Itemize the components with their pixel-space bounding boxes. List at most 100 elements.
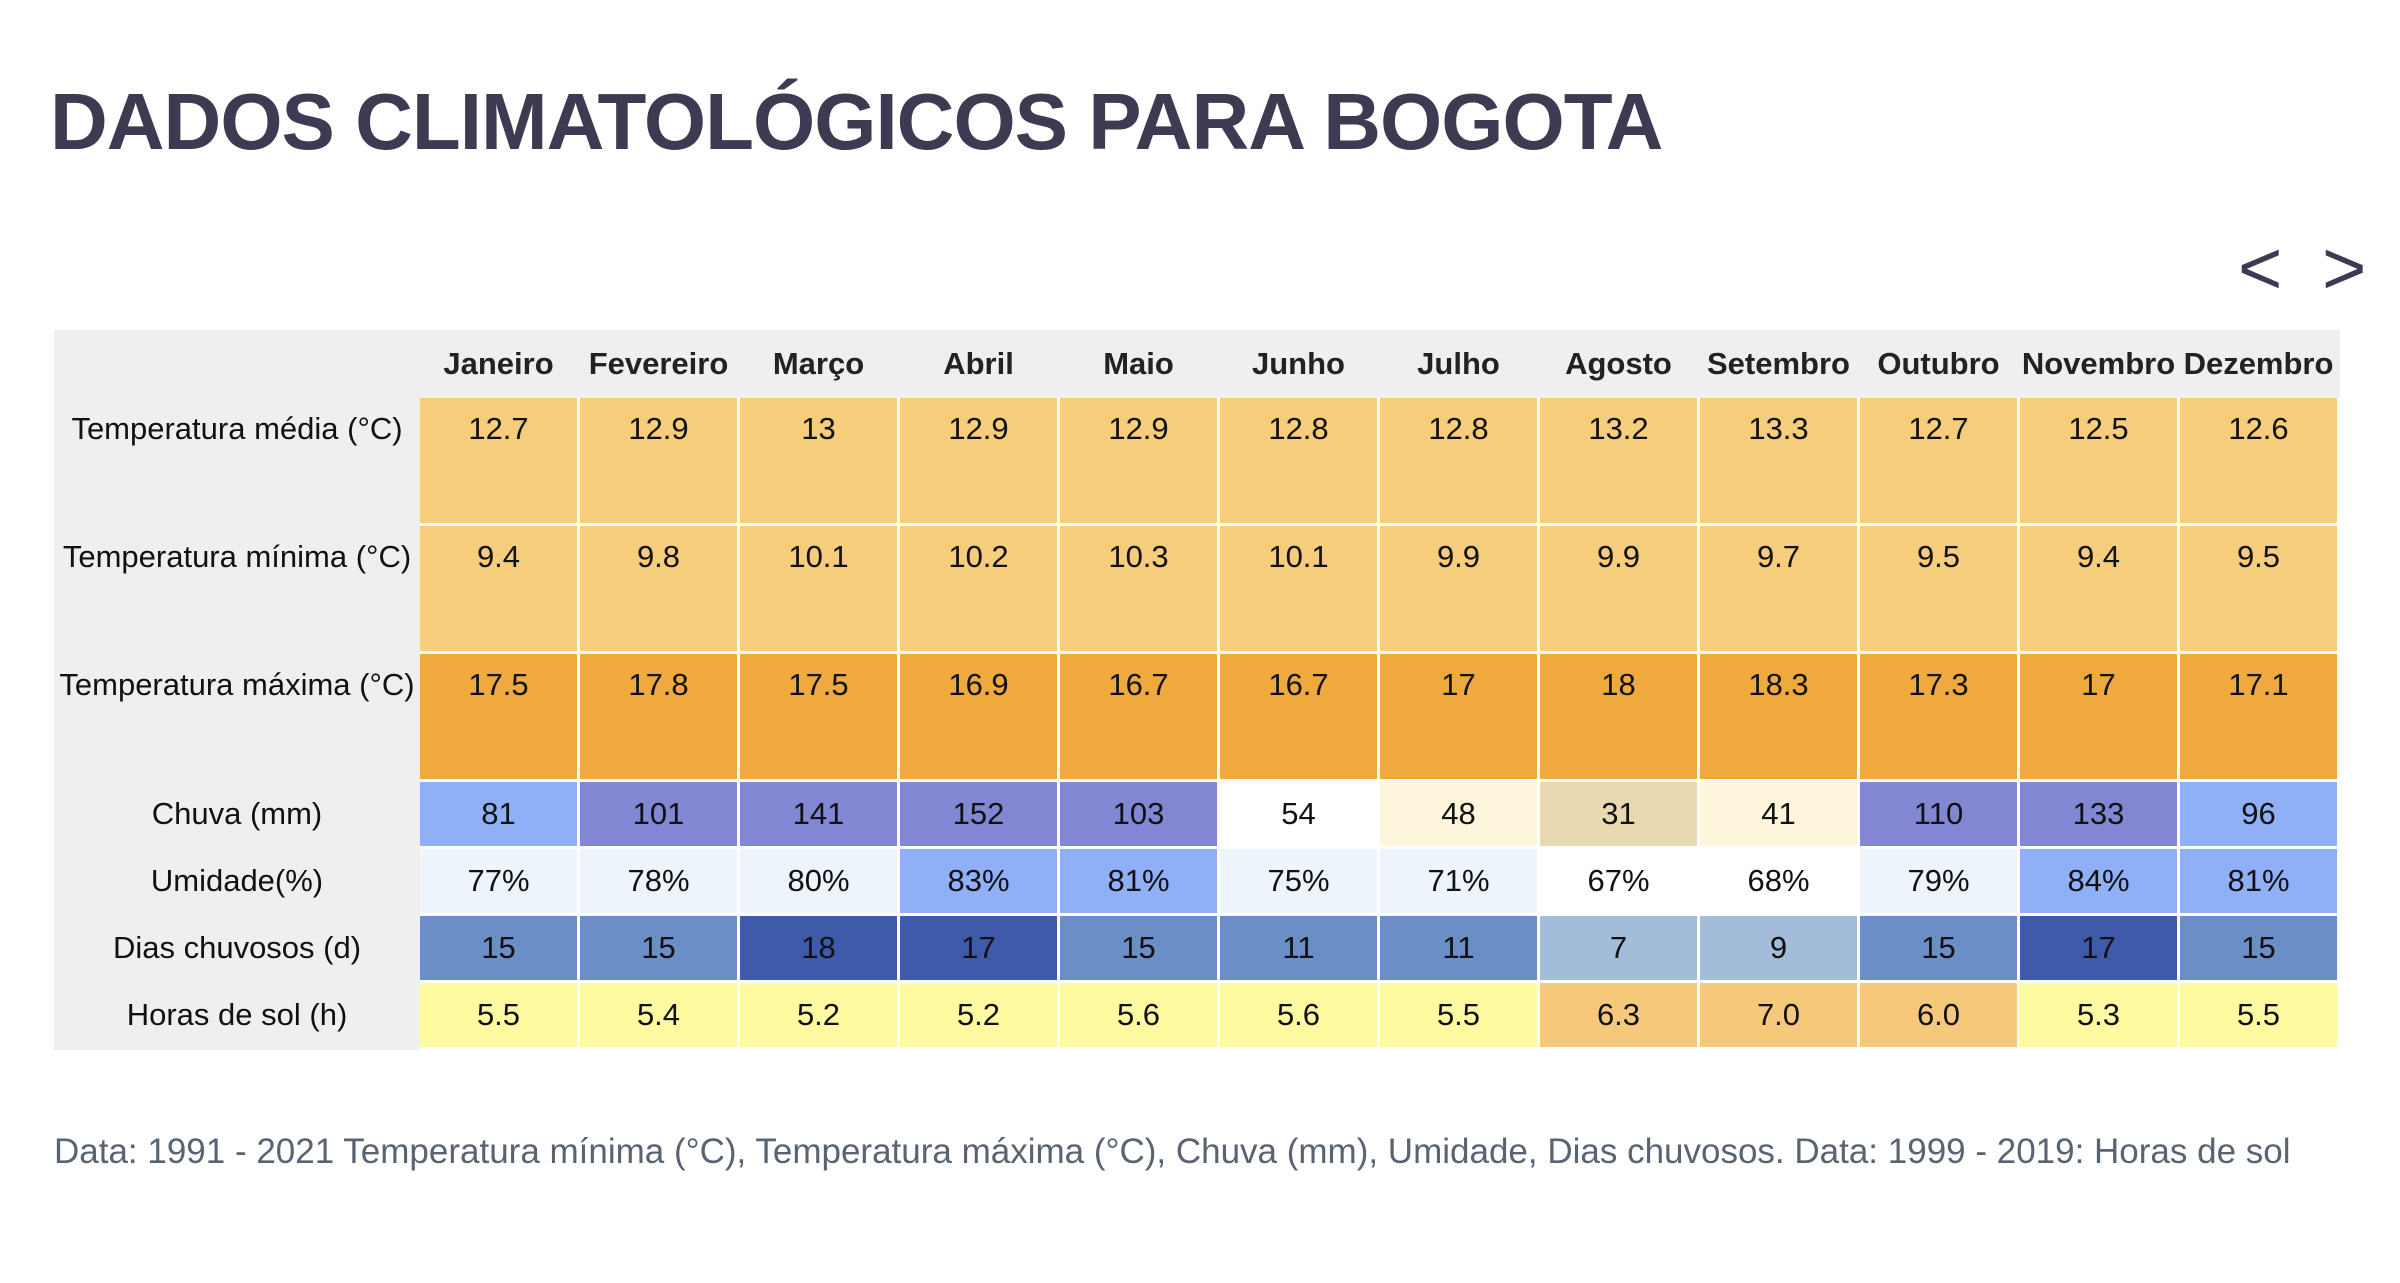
data-cell: 6.0 [1857, 980, 2020, 1050]
data-cell: 18 [737, 913, 900, 983]
row-label: Chuva (mm) [54, 779, 420, 849]
data-cell: 81% [2177, 846, 2340, 916]
data-cell: 9.9 [1377, 523, 1540, 654]
data-cell: 5.5 [2177, 980, 2340, 1050]
column-header: Novembro [2017, 330, 2180, 398]
data-cell: 17 [2017, 913, 2180, 983]
data-cell: 83% [897, 846, 1060, 916]
prev-button[interactable]: < [2238, 226, 2283, 311]
data-cell: 71% [1377, 846, 1540, 916]
data-cell: 17 [897, 913, 1060, 983]
data-cell: 9.8 [577, 523, 740, 654]
row-label: Temperatura média (°C) [54, 395, 420, 526]
data-cell: 18 [1537, 651, 1700, 782]
table-row: Umidade(%) 77% 78% 80% 83% 81% 75% 71% 67% 68% 79%… [54, 846, 2340, 916]
data-cell: 13 [737, 395, 900, 526]
column-header: Março [737, 330, 900, 398]
table-row: Temperatura máxima (°C) 17.5 17.8 17.5 16.9 1… [54, 651, 2340, 782]
next-button[interactable]: > [2322, 226, 2367, 311]
table-row: Temperatura média (°C) 12.7 12.9 13 12.9 12.9… [54, 395, 2340, 526]
column-header: Julho [1377, 330, 1540, 398]
data-cell: 12.9 [1057, 395, 1220, 526]
data-cell: 5.4 [577, 980, 740, 1050]
data-cell: 31 [1537, 779, 1700, 849]
data-cell: 9.4 [2017, 523, 2180, 654]
data-cell: 9.5 [1857, 523, 2020, 654]
data-cell: 12.7 [1857, 395, 2020, 526]
data-cell: 13.2 [1537, 395, 1700, 526]
climate-table: Janeiro Fevereiro Março Abril Maio Junho Julho… [54, 330, 2340, 1050]
data-cell: 10.2 [897, 523, 1060, 654]
data-cell: 141 [737, 779, 900, 849]
data-cell: 152 [897, 779, 1060, 849]
data-cell: 15 [1057, 913, 1220, 983]
row-label: Dias chuvosos (d) [54, 913, 420, 983]
data-cell: 80% [737, 846, 900, 916]
data-cell: 10.1 [737, 523, 900, 654]
data-cell: 17 [1377, 651, 1540, 782]
data-cell: 7.0 [1697, 980, 1860, 1050]
data-cell: 9.9 [1537, 523, 1700, 654]
page-title: DADOS CLIMATOLÓGICOS PARA BOGOTA [50, 77, 1663, 166]
data-cell: 12.6 [2177, 395, 2340, 526]
data-cell: 103 [1057, 779, 1220, 849]
data-cell: 54 [1217, 779, 1380, 849]
data-cell: 101 [577, 779, 740, 849]
data-cell: 15 [417, 913, 580, 983]
data-cell: 18.3 [1697, 651, 1860, 782]
data-cell: 15 [1857, 913, 2020, 983]
data-cell: 67% [1537, 846, 1700, 916]
data-cell: 5.5 [1377, 980, 1540, 1050]
data-cell: 5.6 [1217, 980, 1380, 1050]
data-cell: 15 [2177, 913, 2340, 983]
data-cell: 110 [1857, 779, 2020, 849]
data-cell: 5.3 [2017, 980, 2180, 1050]
data-cell: 7 [1537, 913, 1700, 983]
data-cell: 17.8 [577, 651, 740, 782]
row-label: Umidade(%) [54, 846, 420, 916]
row-label: Temperatura mínima (°C) [54, 523, 420, 654]
column-header: Setembro [1697, 330, 1860, 398]
data-cell: 12.5 [2017, 395, 2180, 526]
data-cell: 15 [577, 913, 740, 983]
column-header: Outubro [1857, 330, 2020, 398]
data-cell: 11 [1217, 913, 1380, 983]
data-cell: 5.5 [417, 980, 580, 1050]
table-row: Horas de sol (h) 5.5 5.4 5.2 5.2 5.6 5.6 5.5 6.3… [54, 980, 2340, 1050]
data-cell: 10.3 [1057, 523, 1220, 654]
column-header: Janeiro [417, 330, 580, 398]
data-cell: 41 [1697, 779, 1860, 849]
data-cell: 78% [577, 846, 740, 916]
column-header: Maio [1057, 330, 1220, 398]
data-cell: 48 [1377, 779, 1540, 849]
column-header: Abril [897, 330, 1060, 398]
data-cell: 16.9 [897, 651, 1060, 782]
data-cell: 79% [1857, 846, 2020, 916]
data-cell: 16.7 [1217, 651, 1380, 782]
data-cell: 6.3 [1537, 980, 1700, 1050]
data-cell: 12.9 [577, 395, 740, 526]
data-cell: 68% [1697, 846, 1860, 916]
column-header: Agosto [1537, 330, 1700, 398]
data-cell: 9.5 [2177, 523, 2340, 654]
column-header: Fevereiro [577, 330, 740, 398]
data-cell: 81 [417, 779, 580, 849]
data-cell: 17.3 [1857, 651, 2020, 782]
data-cell: 133 [2017, 779, 2180, 849]
data-cell: 12.7 [417, 395, 580, 526]
header-row: Janeiro Fevereiro Março Abril Maio Junho Julho… [54, 330, 2340, 398]
data-cell: 9 [1697, 913, 1860, 983]
data-cell: 12.8 [1217, 395, 1380, 526]
data-cell: 5.2 [737, 980, 900, 1050]
data-cell: 12.9 [897, 395, 1060, 526]
data-cell: 17 [2017, 651, 2180, 782]
data-cell: 5.2 [897, 980, 1060, 1050]
column-header: Dezembro [2177, 330, 2340, 398]
corner-cell [54, 330, 420, 398]
data-cell: 17.1 [2177, 651, 2340, 782]
data-cell: 13.3 [1697, 395, 1860, 526]
table-row: Chuva (mm) 81 101 141 152 103 54 48 31 41 110 133 96 [54, 779, 2340, 849]
row-label: Temperatura máxima (°C) [54, 651, 420, 782]
column-header: Junho [1217, 330, 1380, 398]
